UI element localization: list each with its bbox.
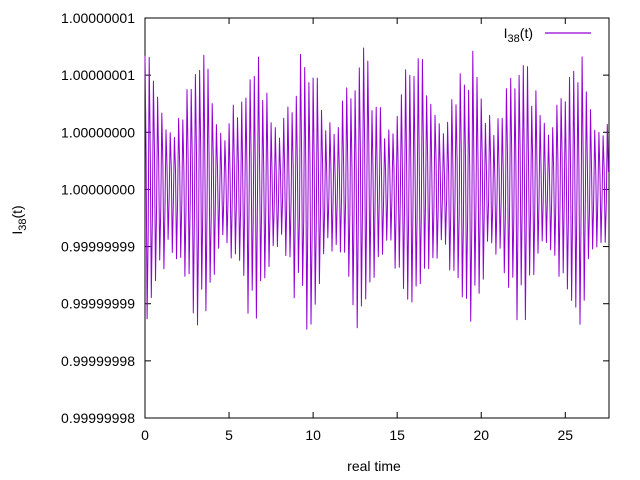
y-tick-label: 0.99999999	[61, 239, 135, 255]
y-tick-label: 1.00000001	[61, 67, 135, 83]
x-tick-label: 5	[225, 427, 233, 443]
y-tick-label: 1.00000001	[61, 10, 135, 26]
y-tick-label: 0.99999998	[61, 353, 135, 369]
y-axis-label: I38(t)	[9, 205, 29, 234]
legend-label: I38(t)	[504, 25, 533, 45]
x-tick-label: 0	[141, 427, 149, 443]
y-tick-label: 0.99999998	[61, 410, 135, 426]
y-axis-ticks: 0.99999998 0.99999998 0.99999999 0.99999999…	[61, 10, 609, 426]
series-line	[144, 47, 609, 330]
plot-border	[144, 17, 610, 419]
y-tick-label: 1.00000000	[61, 124, 135, 140]
legend: I38(t)	[504, 25, 591, 45]
x-tick-label: 20	[473, 427, 489, 443]
x-axis-label: real time	[347, 458, 401, 474]
x-tick-label: 10	[305, 427, 321, 443]
plot-frame	[144, 17, 610, 419]
y-tick-label: 1.00000000	[61, 181, 135, 197]
y-tick-label: 0.99999999	[61, 296, 135, 312]
series-area	[144, 47, 609, 330]
x-axis-ticks: 0 5 10 15 20 25	[141, 18, 573, 443]
x-tick-label: 15	[389, 427, 405, 443]
x-tick-label: 25	[558, 427, 574, 443]
